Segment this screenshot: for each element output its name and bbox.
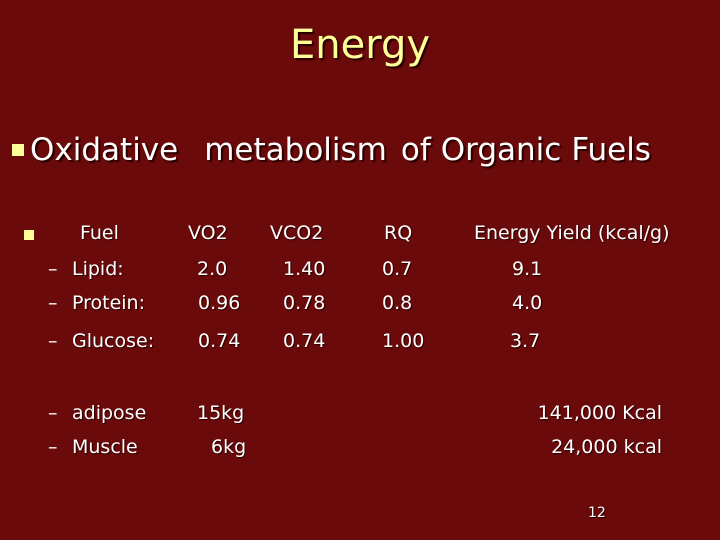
store-energy: 141,000 Kcal bbox=[537, 402, 662, 424]
row-yield: 9.1 bbox=[512, 258, 543, 280]
bullet-square-icon bbox=[12, 144, 24, 156]
store-mass: 6kg bbox=[211, 436, 247, 458]
row-yield: 4.0 bbox=[512, 292, 543, 314]
row-rq: 1.00 bbox=[382, 330, 425, 352]
row-rq: 0.8 bbox=[382, 292, 413, 314]
bullet-square-icon bbox=[24, 230, 34, 240]
store-label: adipose bbox=[72, 402, 147, 424]
header-vco2: VCO2 bbox=[270, 222, 324, 244]
heading-word: Fuels bbox=[571, 132, 651, 168]
slide-number: 12 bbox=[588, 505, 606, 521]
heading-word: Oxidative bbox=[30, 132, 179, 168]
row-vco2: 0.78 bbox=[283, 292, 326, 314]
slide-title: Energy bbox=[289, 22, 431, 68]
row-vo2: 0.74 bbox=[198, 330, 241, 352]
dash-bullet: – bbox=[48, 258, 58, 280]
store-energy: 24,000 kcal bbox=[551, 436, 662, 458]
heading-word: of bbox=[400, 132, 431, 168]
dash-bullet: – bbox=[48, 330, 58, 352]
dash-bullet: – bbox=[48, 402, 58, 424]
dash-bullet: – bbox=[48, 292, 58, 314]
store-mass: 15kg bbox=[197, 402, 245, 424]
header-vo2: VO2 bbox=[188, 222, 228, 244]
row-yield: 3.7 bbox=[510, 330, 541, 352]
row-vco2: 1.40 bbox=[283, 258, 326, 280]
header-fuel: Fuel bbox=[80, 222, 119, 244]
store-label: Muscle bbox=[72, 436, 138, 458]
row-rq: 0.7 bbox=[382, 258, 413, 280]
row-fuel: Protein: bbox=[72, 292, 146, 314]
row-fuel: Lipid: bbox=[72, 258, 124, 280]
dash-bullet: – bbox=[48, 436, 58, 458]
section-heading: Oxidative metabolism of Organic Fuels bbox=[30, 132, 651, 168]
heading-word: metabolism bbox=[204, 132, 387, 168]
row-fuel: Glucose: bbox=[72, 330, 155, 352]
row-vco2: 0.74 bbox=[283, 330, 326, 352]
header-rq: RQ bbox=[384, 222, 413, 244]
row-vo2: 0.96 bbox=[198, 292, 241, 314]
row-vo2: 2.0 bbox=[197, 258, 228, 280]
header-energy-yield: Energy Yield (kcal/g) bbox=[474, 222, 670, 244]
heading-word: Organic bbox=[440, 132, 562, 168]
